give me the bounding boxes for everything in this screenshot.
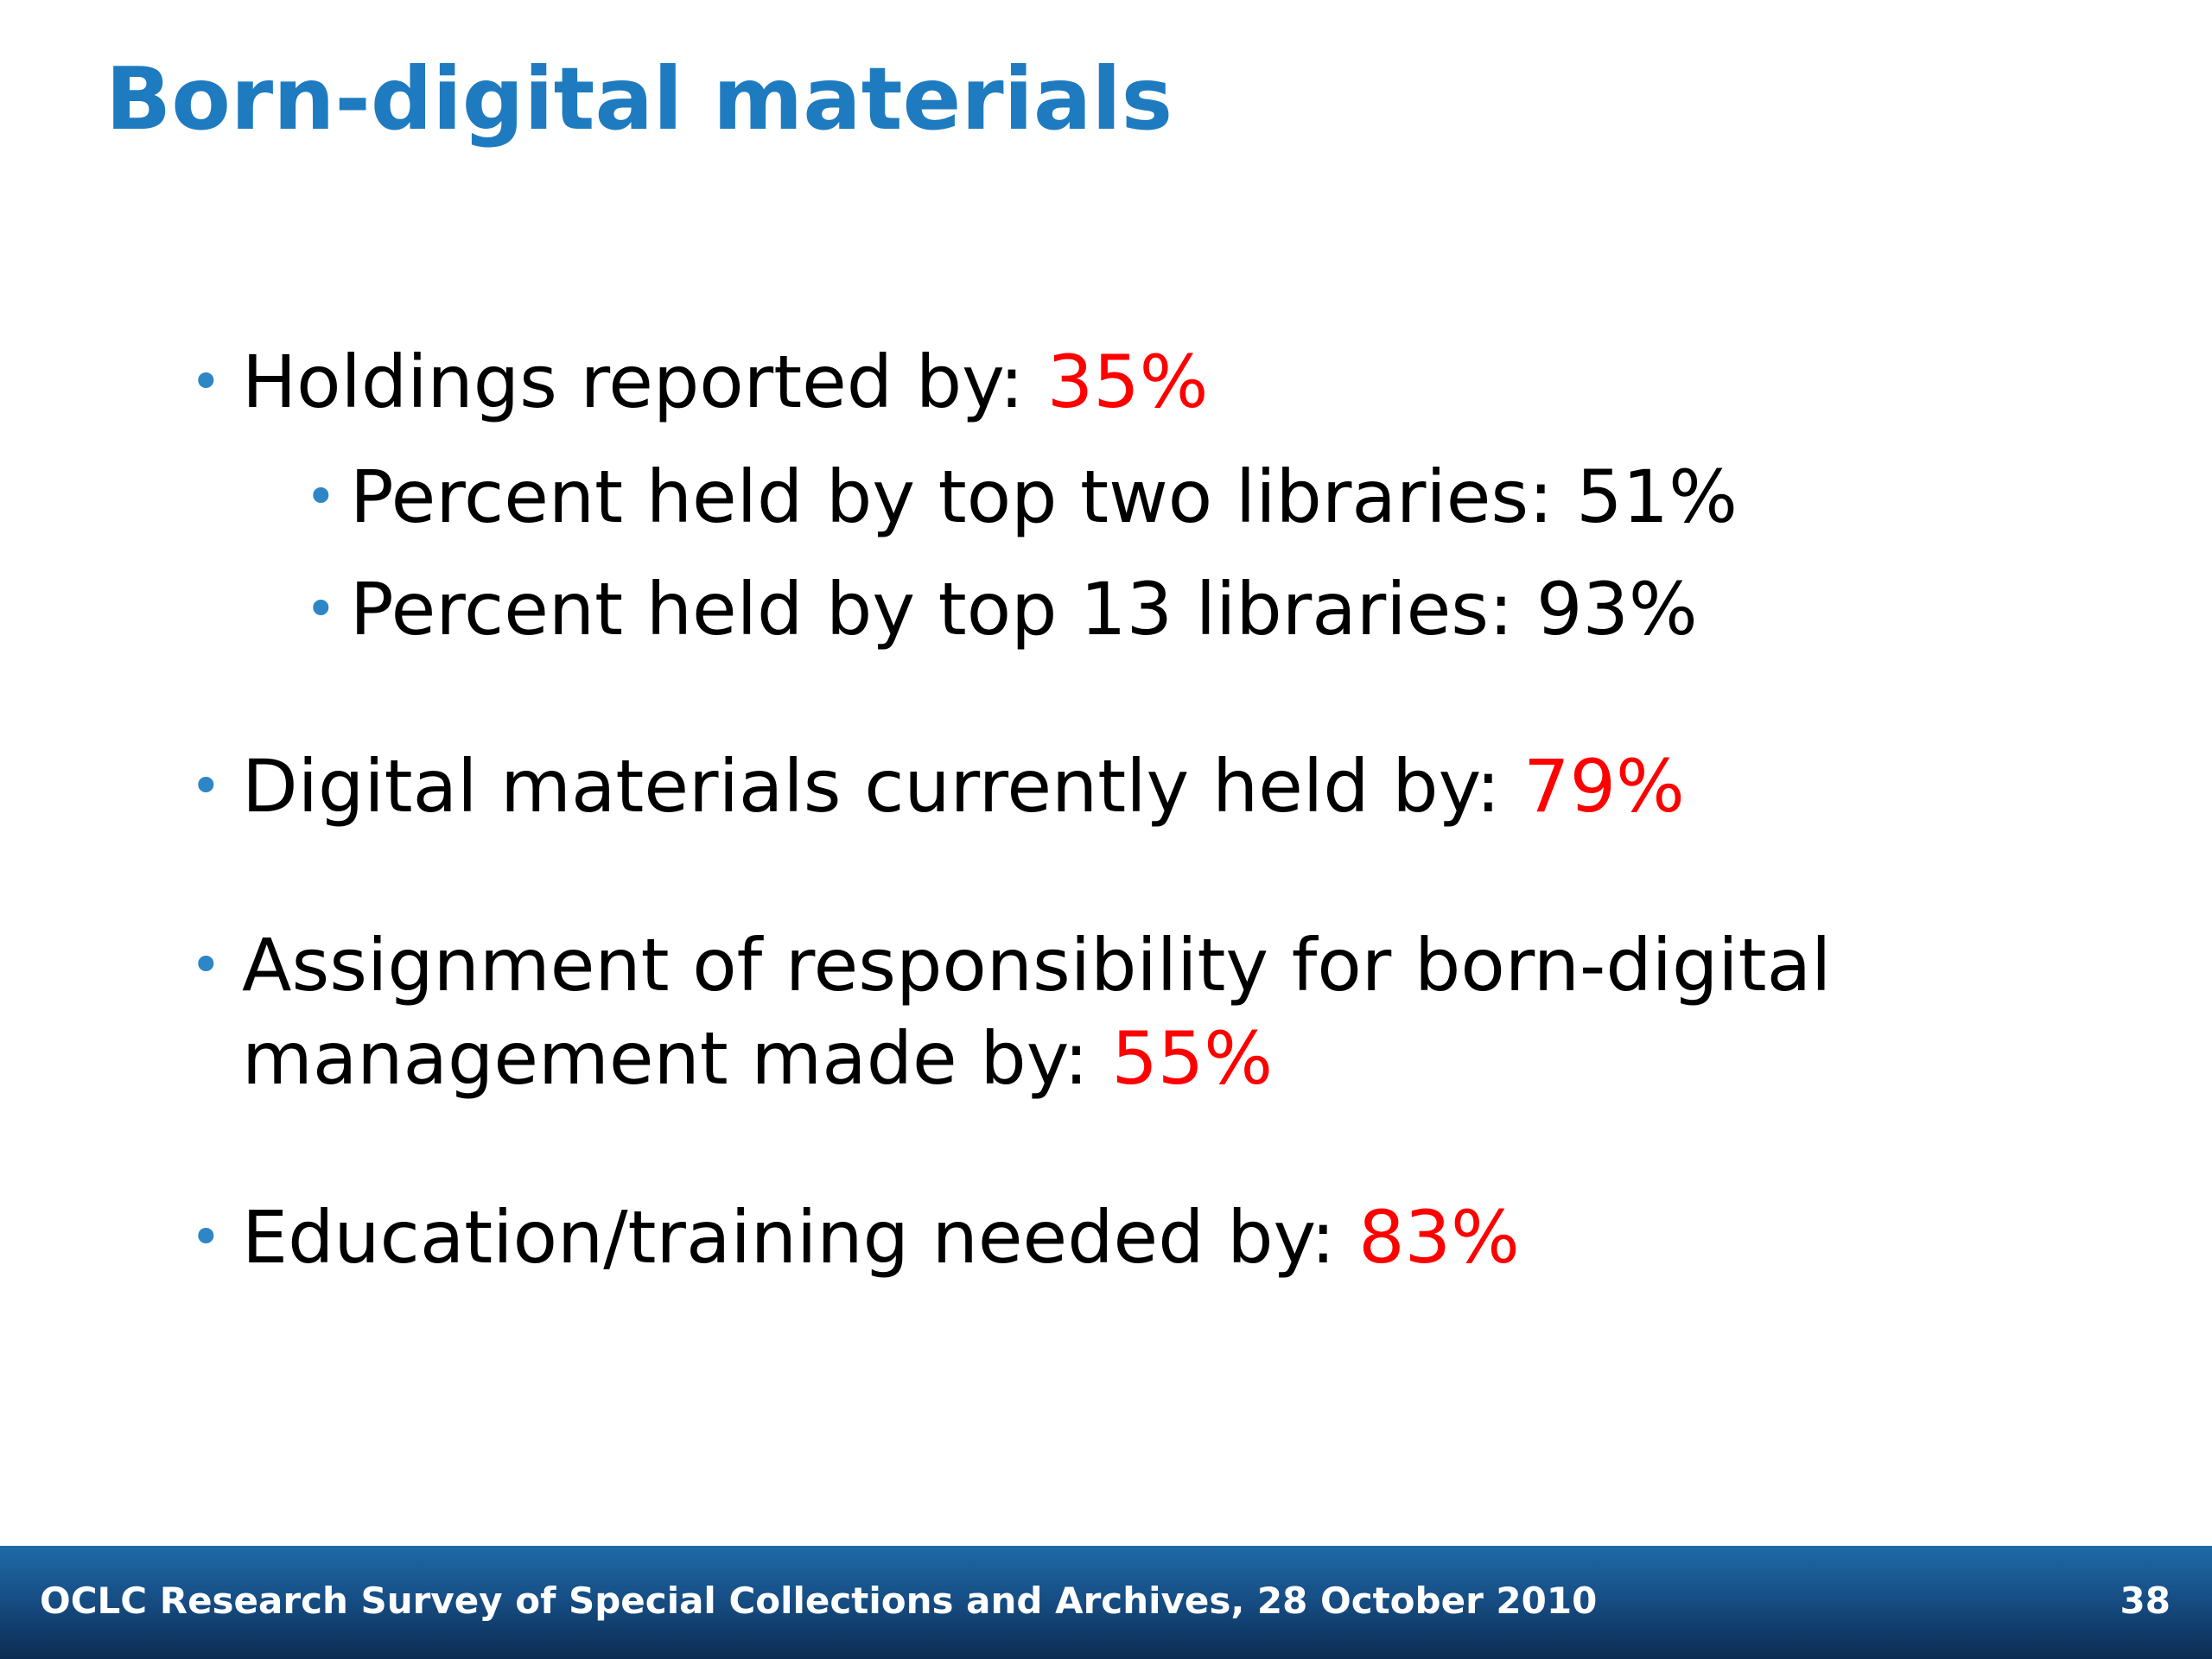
- bullet-dot-icon: •: [305, 465, 337, 528]
- bullet-dot-icon: •: [190, 754, 222, 817]
- bullet-holdings: • Holdings reported by: 35%: [190, 339, 1209, 425]
- bullet-dot-icon: •: [190, 350, 222, 413]
- bullet-value: 83%: [1358, 1195, 1520, 1280]
- bullet-education: • Education/training needed by: 83%: [190, 1194, 1520, 1281]
- bullet-text-line2: management made by:: [242, 1016, 1089, 1101]
- footer-text: OCLC Research Survey of Special Collecti…: [40, 1580, 1598, 1622]
- bullet-value: 35%: [1046, 340, 1209, 424]
- bullet-value: 79%: [1523, 744, 1685, 829]
- bullet-list: • Holdings reported by: 35% • Percent he…: [190, 339, 1832, 1281]
- bullet-value: 55%: [1111, 1016, 1274, 1101]
- bullet-assignment-continued: management made by: 55%: [242, 1015, 1273, 1102]
- sub-bullet-top-13: • Percent held by top 13 libraries: 93%: [305, 566, 1698, 652]
- bullet-text-line1: Assignment of responsibility for born-di…: [242, 923, 1832, 1007]
- bullet-text: Digital materials currently held by:: [242, 744, 1501, 829]
- sub-bullet-text: Percent held by top 13 libraries: 93%: [350, 567, 1698, 652]
- bullet-dot-icon: •: [190, 933, 222, 996]
- footer-bar: OCLC Research Survey of Special Collecti…: [0, 1546, 2212, 1659]
- bullet-dot-icon: •: [305, 577, 337, 640]
- bullet-assignment: • Assignment of responsibility for born-…: [190, 922, 1832, 1008]
- bullet-digital-materials: • Digital materials currently held by: 7…: [190, 743, 1685, 830]
- slide-title: Born-digital materials: [105, 48, 1173, 149]
- bullet-text: Education/training needed by:: [242, 1195, 1336, 1280]
- bullet-text: Holdings reported by:: [242, 340, 1025, 424]
- page-number: 38: [2120, 1580, 2171, 1622]
- bullet-dot-icon: •: [190, 1205, 222, 1268]
- sub-bullet-text: Percent held by top two libraries: 51%: [350, 454, 1738, 539]
- sub-bullet-top-two: • Percent held by top two libraries: 51%: [305, 454, 1738, 540]
